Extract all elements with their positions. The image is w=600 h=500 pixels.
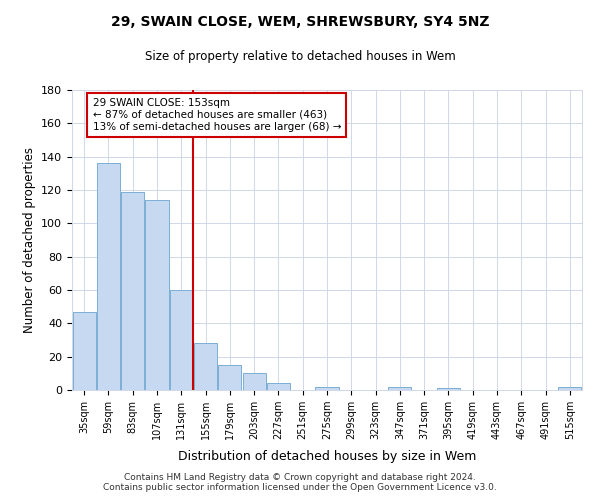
Y-axis label: Number of detached properties: Number of detached properties bbox=[23, 147, 35, 333]
Bar bbox=[559, 386, 581, 390]
Text: Contains HM Land Registry data © Crown copyright and database right 2024.
Contai: Contains HM Land Registry data © Crown c… bbox=[103, 473, 497, 492]
Bar bbox=[73, 312, 95, 390]
Bar bbox=[267, 384, 290, 390]
Bar bbox=[121, 192, 144, 390]
Bar bbox=[218, 365, 241, 390]
Bar bbox=[170, 290, 193, 390]
Text: 29, SWAIN CLOSE, WEM, SHREWSBURY, SY4 5NZ: 29, SWAIN CLOSE, WEM, SHREWSBURY, SY4 5N… bbox=[111, 15, 489, 29]
Bar bbox=[97, 164, 120, 390]
Text: 29 SWAIN CLOSE: 153sqm
← 87% of detached houses are smaller (463)
13% of semi-de: 29 SWAIN CLOSE: 153sqm ← 87% of detached… bbox=[92, 98, 341, 132]
Bar bbox=[242, 374, 266, 390]
X-axis label: Distribution of detached houses by size in Wem: Distribution of detached houses by size … bbox=[178, 450, 476, 464]
Bar bbox=[145, 200, 169, 390]
Bar bbox=[437, 388, 460, 390]
Bar bbox=[388, 386, 412, 390]
Bar bbox=[316, 386, 338, 390]
Bar bbox=[194, 344, 217, 390]
Text: Size of property relative to detached houses in Wem: Size of property relative to detached ho… bbox=[145, 50, 455, 63]
